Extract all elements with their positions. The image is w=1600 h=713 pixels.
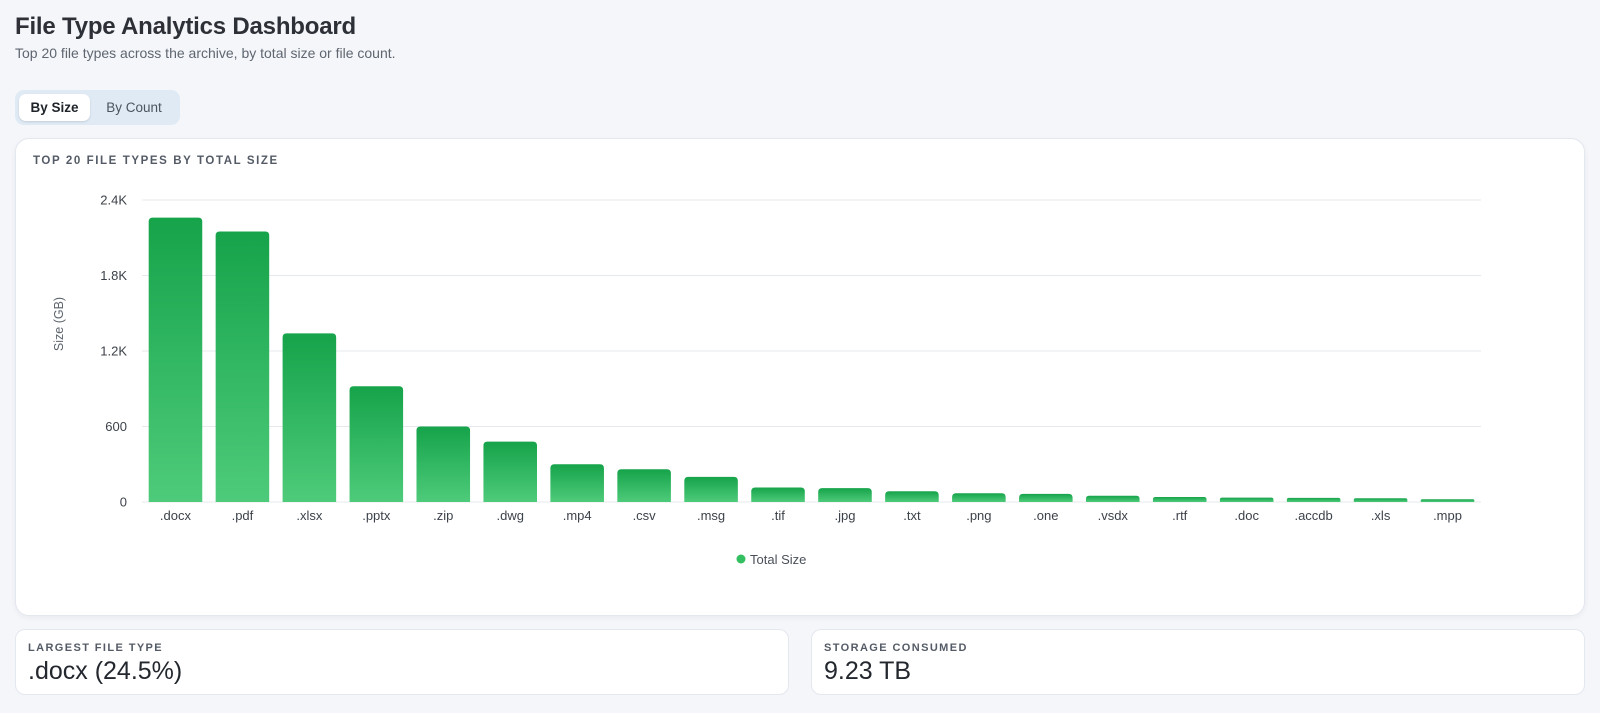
bar — [349, 386, 404, 502]
x-tick-label: .png — [966, 508, 991, 523]
bar — [617, 469, 671, 502]
bar — [751, 487, 805, 502]
x-tick-label: .mp4 — [563, 508, 592, 523]
y-tick-label: 2.4K — [100, 193, 127, 208]
bar-chart: 0 600 1.2K 1.8K 2.4K Size (GB) .docx .pdf .xlsx.… — [52, 193, 1481, 567]
x-tick-label: .zip — [433, 508, 453, 523]
x-tick-label: .xlsx — [296, 508, 323, 523]
largest-file-type-card: LARGEST FILE TYPE .docx (24.5%) — [15, 629, 789, 695]
bar — [550, 464, 604, 502]
bar — [1152, 496, 1207, 502]
bar — [684, 476, 738, 502]
bar — [1353, 498, 1408, 502]
bar — [215, 231, 270, 502]
bar — [1420, 499, 1475, 502]
y-tick-label: 1.8K — [100, 268, 127, 283]
y-tick-label: 600 — [105, 419, 127, 434]
bar — [483, 441, 538, 502]
chart-card: TOP 20 FILE TYPES BY TOTAL SIZE 0 600 1.2K… — [15, 138, 1585, 616]
by-size-button[interactable]: By Size — [19, 94, 91, 121]
bar — [148, 217, 203, 502]
stat-value: 9.23 TB — [824, 657, 912, 685]
y-tick-label: 0 — [120, 495, 127, 510]
view-toggle: By Size By Count — [15, 90, 180, 125]
x-tick-label: .rtf — [1172, 508, 1188, 523]
bar — [1019, 493, 1073, 502]
bar — [282, 333, 337, 502]
bar — [1286, 497, 1341, 502]
legend-marker — [736, 554, 746, 564]
stat-label: STORAGE CONSUMED — [824, 642, 968, 654]
page-title: File Type Analytics Dashboard — [15, 13, 356, 40]
x-tick-label: .accdb — [1294, 508, 1332, 523]
x-tick-label: .jpg — [834, 508, 855, 523]
x-tick-label: .docx — [160, 508, 192, 523]
bar — [1219, 497, 1274, 502]
stat-label: LARGEST FILE TYPE — [28, 642, 164, 654]
chart-heading: TOP 20 FILE TYPES BY TOTAL SIZE — [33, 155, 279, 167]
y-tick-label: 1.2K — [100, 344, 127, 359]
x-tick-label: .xls — [1371, 508, 1391, 523]
stat-value: .docx (24.5%) — [28, 657, 183, 685]
bar — [818, 488, 872, 502]
bar — [1085, 495, 1140, 502]
x-tick-label: .mpp — [1433, 508, 1462, 523]
x-tick-label: .dwg — [496, 508, 523, 523]
x-tick-label: .txt — [903, 508, 921, 523]
x-tick-label: .csv — [633, 508, 657, 523]
y-axis-label: Size (GB) — [52, 297, 66, 351]
x-tick-label: .msg — [697, 508, 725, 523]
by-count-button[interactable]: By Count — [106, 100, 162, 115]
legend-label: Total Size — [750, 552, 806, 567]
x-tick-label: .pdf — [232, 508, 254, 523]
page-subtitle: Top 20 file types across the archive, by… — [15, 45, 396, 61]
x-tick-label: .tif — [771, 508, 785, 523]
bar — [416, 426, 471, 502]
x-tick-label: .doc — [1234, 508, 1259, 523]
x-tick-label: .vsdx — [1098, 508, 1129, 523]
x-tick-label: .one — [1033, 508, 1058, 523]
storage-consumed-card: STORAGE CONSUMED 9.23 TB — [811, 629, 1585, 695]
bar — [885, 491, 939, 502]
x-tick-label: .pptx — [362, 508, 391, 523]
bar — [952, 493, 1006, 502]
